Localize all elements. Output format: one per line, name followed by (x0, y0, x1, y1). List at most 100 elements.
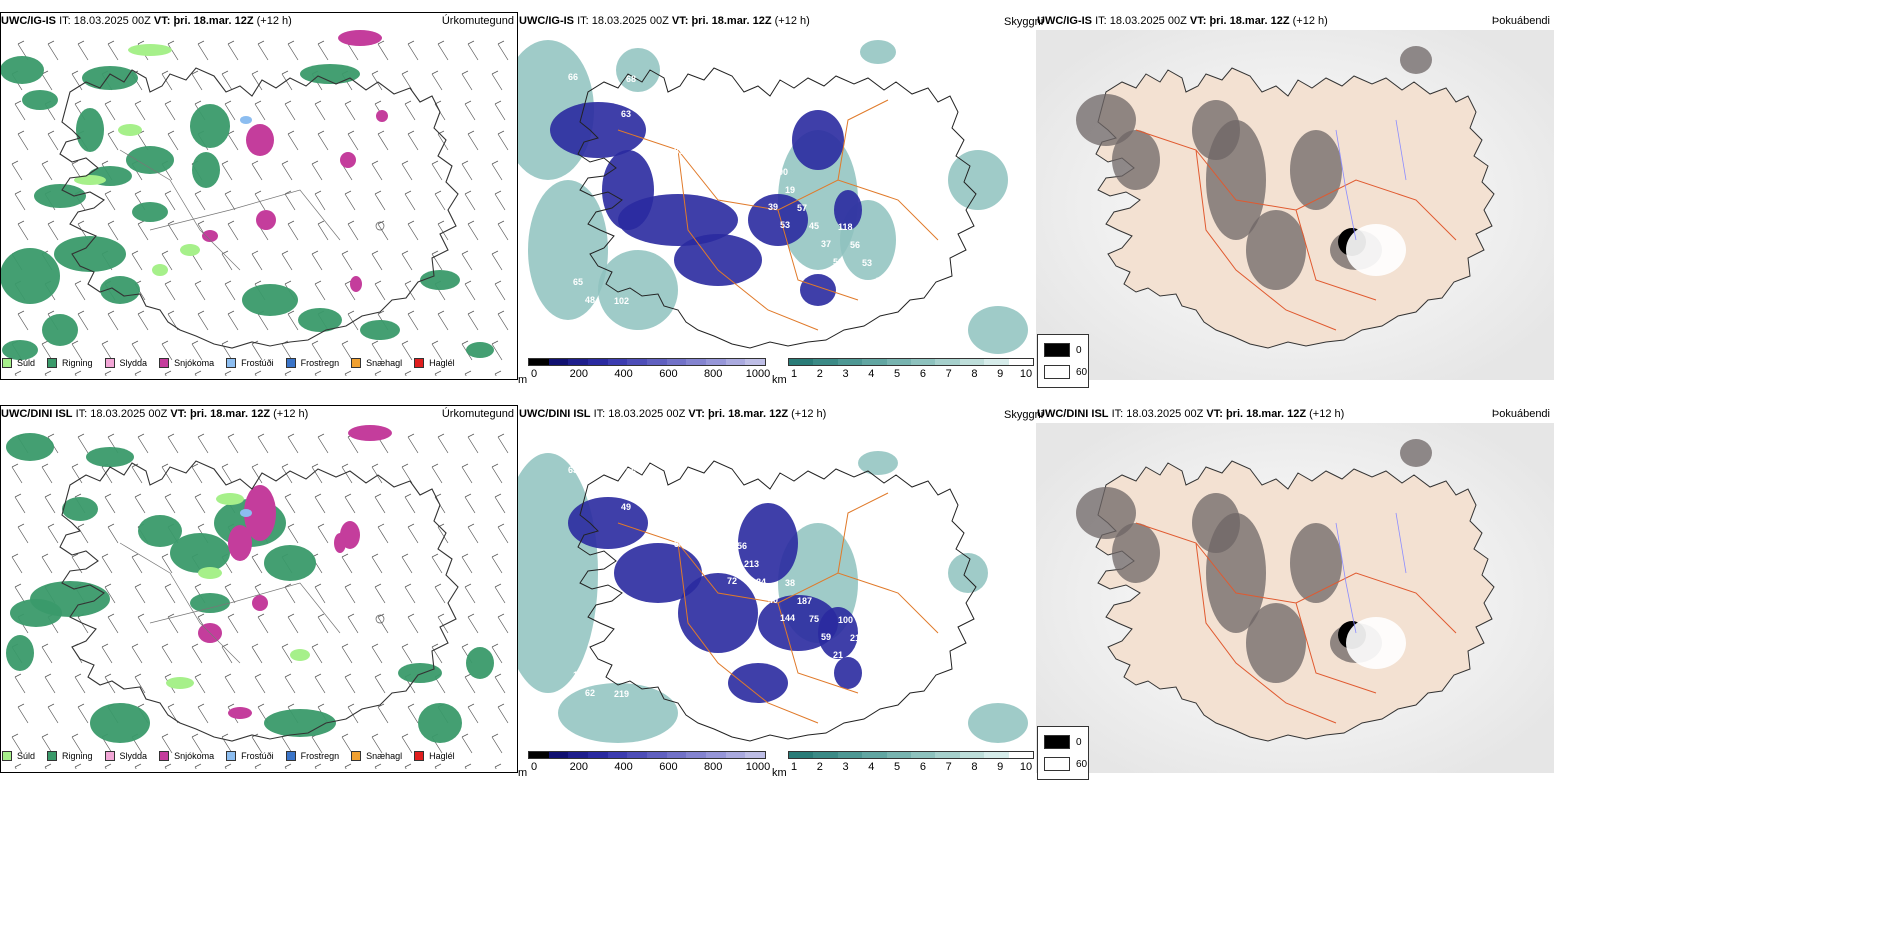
colorbar-cell (789, 359, 814, 365)
visibility-value-label: 45 (638, 92, 648, 102)
panel-header: UWC/DINI ISL IT: 18.03.2025 00Z VT: þri.… (1037, 408, 1345, 420)
panel-variable-name: Þokuábendi (1491, 408, 1550, 420)
panel-header: UWC/IG-IS IT: 18.03.2025 00Z VT: þri. 18… (1, 15, 292, 27)
legend-swatch (2, 358, 12, 368)
colorbar-tick-label: 7 (945, 761, 952, 773)
colorbar-cell (911, 752, 936, 758)
legend-swatch (159, 358, 170, 368)
colorbar-tick-label: 10 (1019, 368, 1033, 380)
legend-swatch (226, 751, 237, 761)
colorbar-tick-label: 5 (894, 368, 901, 380)
visibility-value-label: 157 (638, 485, 653, 495)
legend-item: Rigning (47, 751, 93, 761)
legend-label: Snæhagl (366, 751, 403, 761)
colorbar-cell (813, 752, 838, 758)
colorbar-cell (568, 359, 589, 365)
colorbar-tick-label: 7 (945, 368, 952, 380)
legend-swatch (285, 751, 296, 761)
visibility-value-label: 219 (614, 689, 629, 699)
visibility-value-label: 96 (886, 687, 896, 697)
visibility-value-label: 44 (886, 294, 896, 304)
visibility-value-label: 114 (720, 130, 735, 140)
precip-type-map (0, 423, 518, 769)
colorbar-cell (647, 359, 667, 365)
colorbar-cell (627, 359, 648, 365)
visibility-value-label: 55 (626, 467, 636, 477)
colorbar-cell (1008, 752, 1034, 758)
visibility-value-label: 41 (874, 276, 884, 286)
colorbar-cell (837, 359, 863, 365)
elevation-colorbar: m 0 200 400 600 800 1000 (518, 354, 770, 386)
visibility-value-label: 213 (744, 559, 759, 569)
visibility-value-label: 43 (662, 521, 672, 531)
colorbar-cell (813, 359, 838, 365)
visibility-value-label: 66 (568, 72, 578, 82)
fog-index-panel-bottom: UWC/DINI ISL IT: 18.03.2025 00Z VT: þri.… (1036, 405, 1554, 775)
colorbar-unit: m (518, 767, 528, 779)
colorbar-cell (959, 359, 985, 365)
legend-label: Haglél (429, 751, 455, 761)
fog-legend-label: 0 (1076, 736, 1082, 748)
colorbar-tick-label: 3 (842, 368, 849, 380)
legend-label: Frostregn (300, 751, 340, 761)
visibility-value-label: 86 (679, 111, 689, 121)
visibility-value-label: 56 (609, 91, 619, 101)
visibility-value-label: 59 (597, 73, 607, 83)
visibility-value-label: 48 (585, 295, 595, 305)
fog-index-panel-top: UWC/IG-IS IT: 18.03.2025 00Z VT: þri. 18… (1036, 12, 1554, 382)
visibility-value-label: 39 (768, 202, 778, 212)
colorbar-cell (627, 752, 648, 758)
legend-swatch (104, 358, 115, 368)
colorbar-cell (607, 359, 628, 365)
visibility-value-label: 37 (821, 239, 831, 249)
panel-header: UWC/IG-IS IT: 18.03.2025 00Z VT: þri. 18… (1037, 15, 1328, 27)
colorbar-cell (935, 359, 960, 365)
visibility-colorbar: km 1 2 3 4 5 6 7 8 9 10 (772, 747, 1034, 779)
colorbar-cells (788, 358, 1034, 366)
legend-item: Frostúði (226, 358, 274, 368)
colorbar-cell (935, 752, 960, 758)
colorbar-tick-label: 9 (997, 368, 1004, 380)
visibility-value-label: 57 (797, 203, 807, 213)
colorbar-cells (788, 751, 1034, 759)
visibility-value-label: 38 (785, 578, 795, 588)
colorbar-tick-label: 0 (530, 368, 538, 380)
colorbar-cell (862, 752, 887, 758)
visibility-value-label: 77 (862, 651, 872, 661)
visibility-value-label: 53 (862, 258, 872, 268)
legend-item: Haglél (414, 751, 455, 761)
fog-legend-swatch (1044, 365, 1070, 379)
visibility-value-label: 63 (568, 465, 578, 475)
legend-label: Haglél (429, 358, 455, 368)
visibility-value-label: 57 (650, 110, 660, 120)
visibility-value-label: 84 (756, 577, 766, 587)
visibility-value-label: 40 (768, 595, 778, 605)
colorbar-cell (686, 359, 707, 365)
colorbar-cell (886, 752, 912, 758)
visibility-map: 63 49 54 72 144 21 96 89 43 42 40 59 56 76 74 63 84 75 77 6… (518, 423, 1036, 749)
visibility-value-label: 50 (833, 257, 843, 267)
colorbar-tick-label: 600 (659, 761, 678, 773)
fog-legend-row: 0 (1044, 735, 1082, 749)
fog-legend-swatch (1044, 735, 1070, 749)
visibility-value-label: 74 (650, 503, 660, 513)
panel-variable-name: Skyggni (1004, 409, 1044, 421)
fog-legend-row: 60 (1044, 757, 1087, 771)
elevation-colorbar: m 0 200 400 600 800 1000 (518, 747, 770, 779)
colorbar-cell (647, 752, 667, 758)
legend-item: Snæhagl (351, 358, 402, 368)
colorbar-tick-label: 4 (868, 761, 875, 773)
fog-legend-label: 60 (1076, 366, 1088, 378)
colorbar-tick-label: 6 (919, 368, 926, 380)
colorbar-tick-label: 800 (704, 368, 723, 380)
colorbar-cell (529, 359, 549, 365)
legend-label: Snjókoma (174, 358, 215, 368)
colorbar-tick-label: 600 (659, 368, 678, 380)
legend-label: Snæhagl (366, 358, 403, 368)
colorbar-cell (588, 359, 608, 365)
visibility-value-label: 102 (614, 296, 629, 306)
panel-header: UWC/DINI ISL IT: 18.03.2025 00Z VT: þri.… (1, 408, 309, 420)
colorbar-cell (706, 752, 726, 758)
colorbar-tick-label: 2 (816, 761, 823, 773)
fog-legend-label: 0 (1076, 344, 1082, 356)
